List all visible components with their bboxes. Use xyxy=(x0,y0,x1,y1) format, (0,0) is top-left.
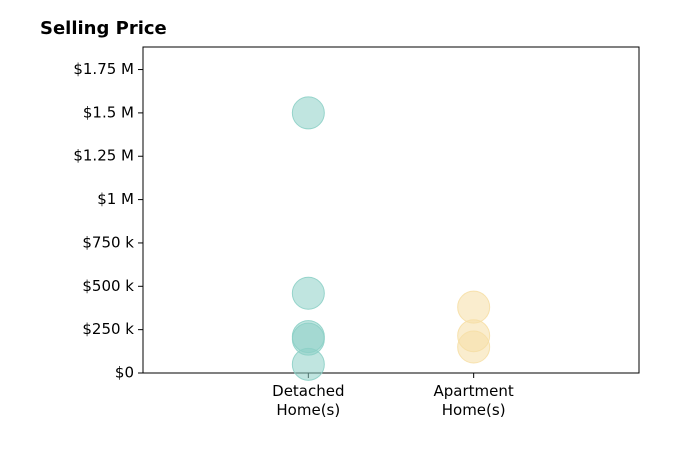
plot-frame xyxy=(142,46,640,374)
y-tick-label: $1.25 M xyxy=(73,147,134,165)
chart-title: Selling Price xyxy=(40,18,167,39)
point xyxy=(457,290,491,324)
y-tick-label: $250 k xyxy=(82,320,134,338)
y-tick-label: $500 k xyxy=(82,277,134,295)
y-tick-label: $750 k xyxy=(82,233,134,251)
y-tick-label: $1 M xyxy=(97,190,134,208)
point xyxy=(291,347,325,381)
x-tick-label: Apartment Home(s) xyxy=(433,382,514,419)
y-tick-label: $0 xyxy=(115,364,134,382)
x-tick-label: Detached Home(s) xyxy=(272,382,345,419)
point xyxy=(291,276,325,310)
point xyxy=(457,330,491,364)
y-tick-label: $1.5 M xyxy=(83,103,134,121)
point xyxy=(291,96,325,130)
y-tick-label: $1.75 M xyxy=(73,60,134,78)
